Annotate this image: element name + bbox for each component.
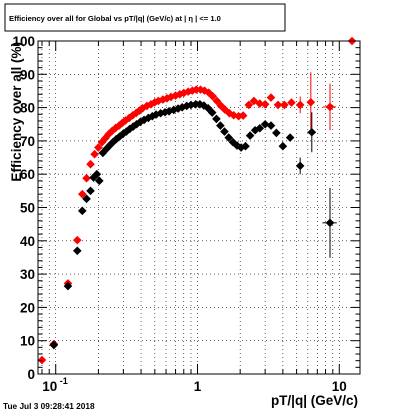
- data-point: [171, 91, 180, 100]
- data-point: [82, 194, 91, 204]
- data-point: [220, 105, 230, 114]
- data-point: [273, 100, 283, 110]
- data-point: [105, 141, 114, 150]
- data-point: [224, 133, 234, 142]
- data-point: [73, 235, 82, 245]
- data-point: [175, 89, 185, 99]
- data-point: [260, 119, 270, 129]
- data-point: [295, 100, 305, 110]
- x-tick-label: 10: [42, 379, 57, 394]
- data-point: [73, 246, 82, 256]
- data-point: [199, 101, 209, 110]
- x-tick-label-exponent: -1: [60, 376, 68, 386]
- data-point: [285, 133, 295, 142]
- chart-title: Efficiency over all for Global vs pT/|q|…: [9, 14, 221, 23]
- x-axis-label: pT/|q| (GeV/c): [271, 393, 358, 408]
- data-point: [166, 92, 176, 102]
- data-point: [78, 189, 87, 199]
- y-tick-label: 50: [20, 201, 35, 216]
- data-point: [241, 141, 250, 151]
- data-point: [255, 123, 265, 133]
- data-point: [86, 186, 95, 196]
- data-point: [86, 159, 95, 169]
- data-point: [148, 111, 157, 121]
- x-tick-label: 1: [194, 379, 202, 394]
- data-point: [245, 131, 255, 140]
- y-tick-label: 20: [20, 300, 35, 315]
- data-marks: [37, 36, 357, 365]
- data-point: [142, 101, 152, 111]
- data-point: [78, 206, 87, 216]
- data-point: [208, 91, 217, 101]
- data-point: [63, 281, 73, 291]
- data-point: [82, 173, 91, 183]
- data-point: [125, 124, 135, 134]
- data-point: [92, 169, 102, 179]
- x-tick-label: 10: [332, 379, 347, 394]
- data-point: [144, 113, 153, 123]
- data-point: [325, 218, 335, 228]
- data-point: [37, 355, 47, 365]
- data-point: [160, 107, 170, 117]
- data-point: [212, 96, 222, 106]
- data-point: [162, 93, 172, 103]
- y-tick-label: 100: [12, 34, 35, 49]
- y-tick-label: 10: [20, 334, 35, 349]
- data-point: [90, 149, 99, 159]
- y-tick-label: 0: [27, 367, 35, 382]
- data-point: [266, 121, 276, 130]
- data-point: [220, 127, 229, 136]
- data-point: [266, 93, 276, 102]
- data-point: [306, 97, 316, 107]
- data-point: [325, 102, 335, 112]
- data-point: [307, 127, 317, 137]
- data-point: [111, 134, 121, 144]
- data-point: [188, 86, 197, 95]
- data-point: [49, 340, 59, 350]
- grid: [38, 41, 360, 374]
- y-tick-label: 40: [20, 234, 35, 249]
- data-point: [244, 100, 254, 110]
- y-axis-label: Efficiency over all (%): [9, 42, 24, 182]
- data-point: [229, 110, 238, 120]
- timestamp-footer: Tue Jul 3 09:28:41 2018: [3, 401, 95, 411]
- data-point: [295, 161, 305, 171]
- data-point: [272, 128, 281, 138]
- data-point: [238, 111, 248, 120]
- data-point: [280, 100, 289, 110]
- data-point: [216, 101, 226, 110]
- data-point: [95, 176, 104, 186]
- data-point: [250, 125, 260, 135]
- y-tick-label: 70: [20, 134, 35, 149]
- data-point: [225, 108, 234, 118]
- data-point: [124, 113, 134, 123]
- y-tick-label: 80: [20, 101, 35, 116]
- data-point: [196, 85, 205, 94]
- data-point: [212, 114, 221, 124]
- y-tick-label: 90: [20, 67, 35, 82]
- data-point: [255, 99, 265, 108]
- data-point: [122, 127, 131, 136]
- data-point: [207, 108, 217, 117]
- y-tick-label: 30: [20, 267, 35, 282]
- data-point: [135, 106, 144, 115]
- data-point: [234, 111, 243, 121]
- title-box: [4, 3, 286, 32]
- data-point: [94, 143, 103, 152]
- data-point: [173, 104, 183, 113]
- data-point: [104, 129, 113, 139]
- data-point: [260, 99, 270, 109]
- y-tick-label: 60: [20, 167, 35, 182]
- data-point: [115, 132, 124, 141]
- data-point: [118, 129, 128, 139]
- data-point: [287, 98, 296, 107]
- data-point: [278, 141, 288, 151]
- data-point: [216, 121, 225, 130]
